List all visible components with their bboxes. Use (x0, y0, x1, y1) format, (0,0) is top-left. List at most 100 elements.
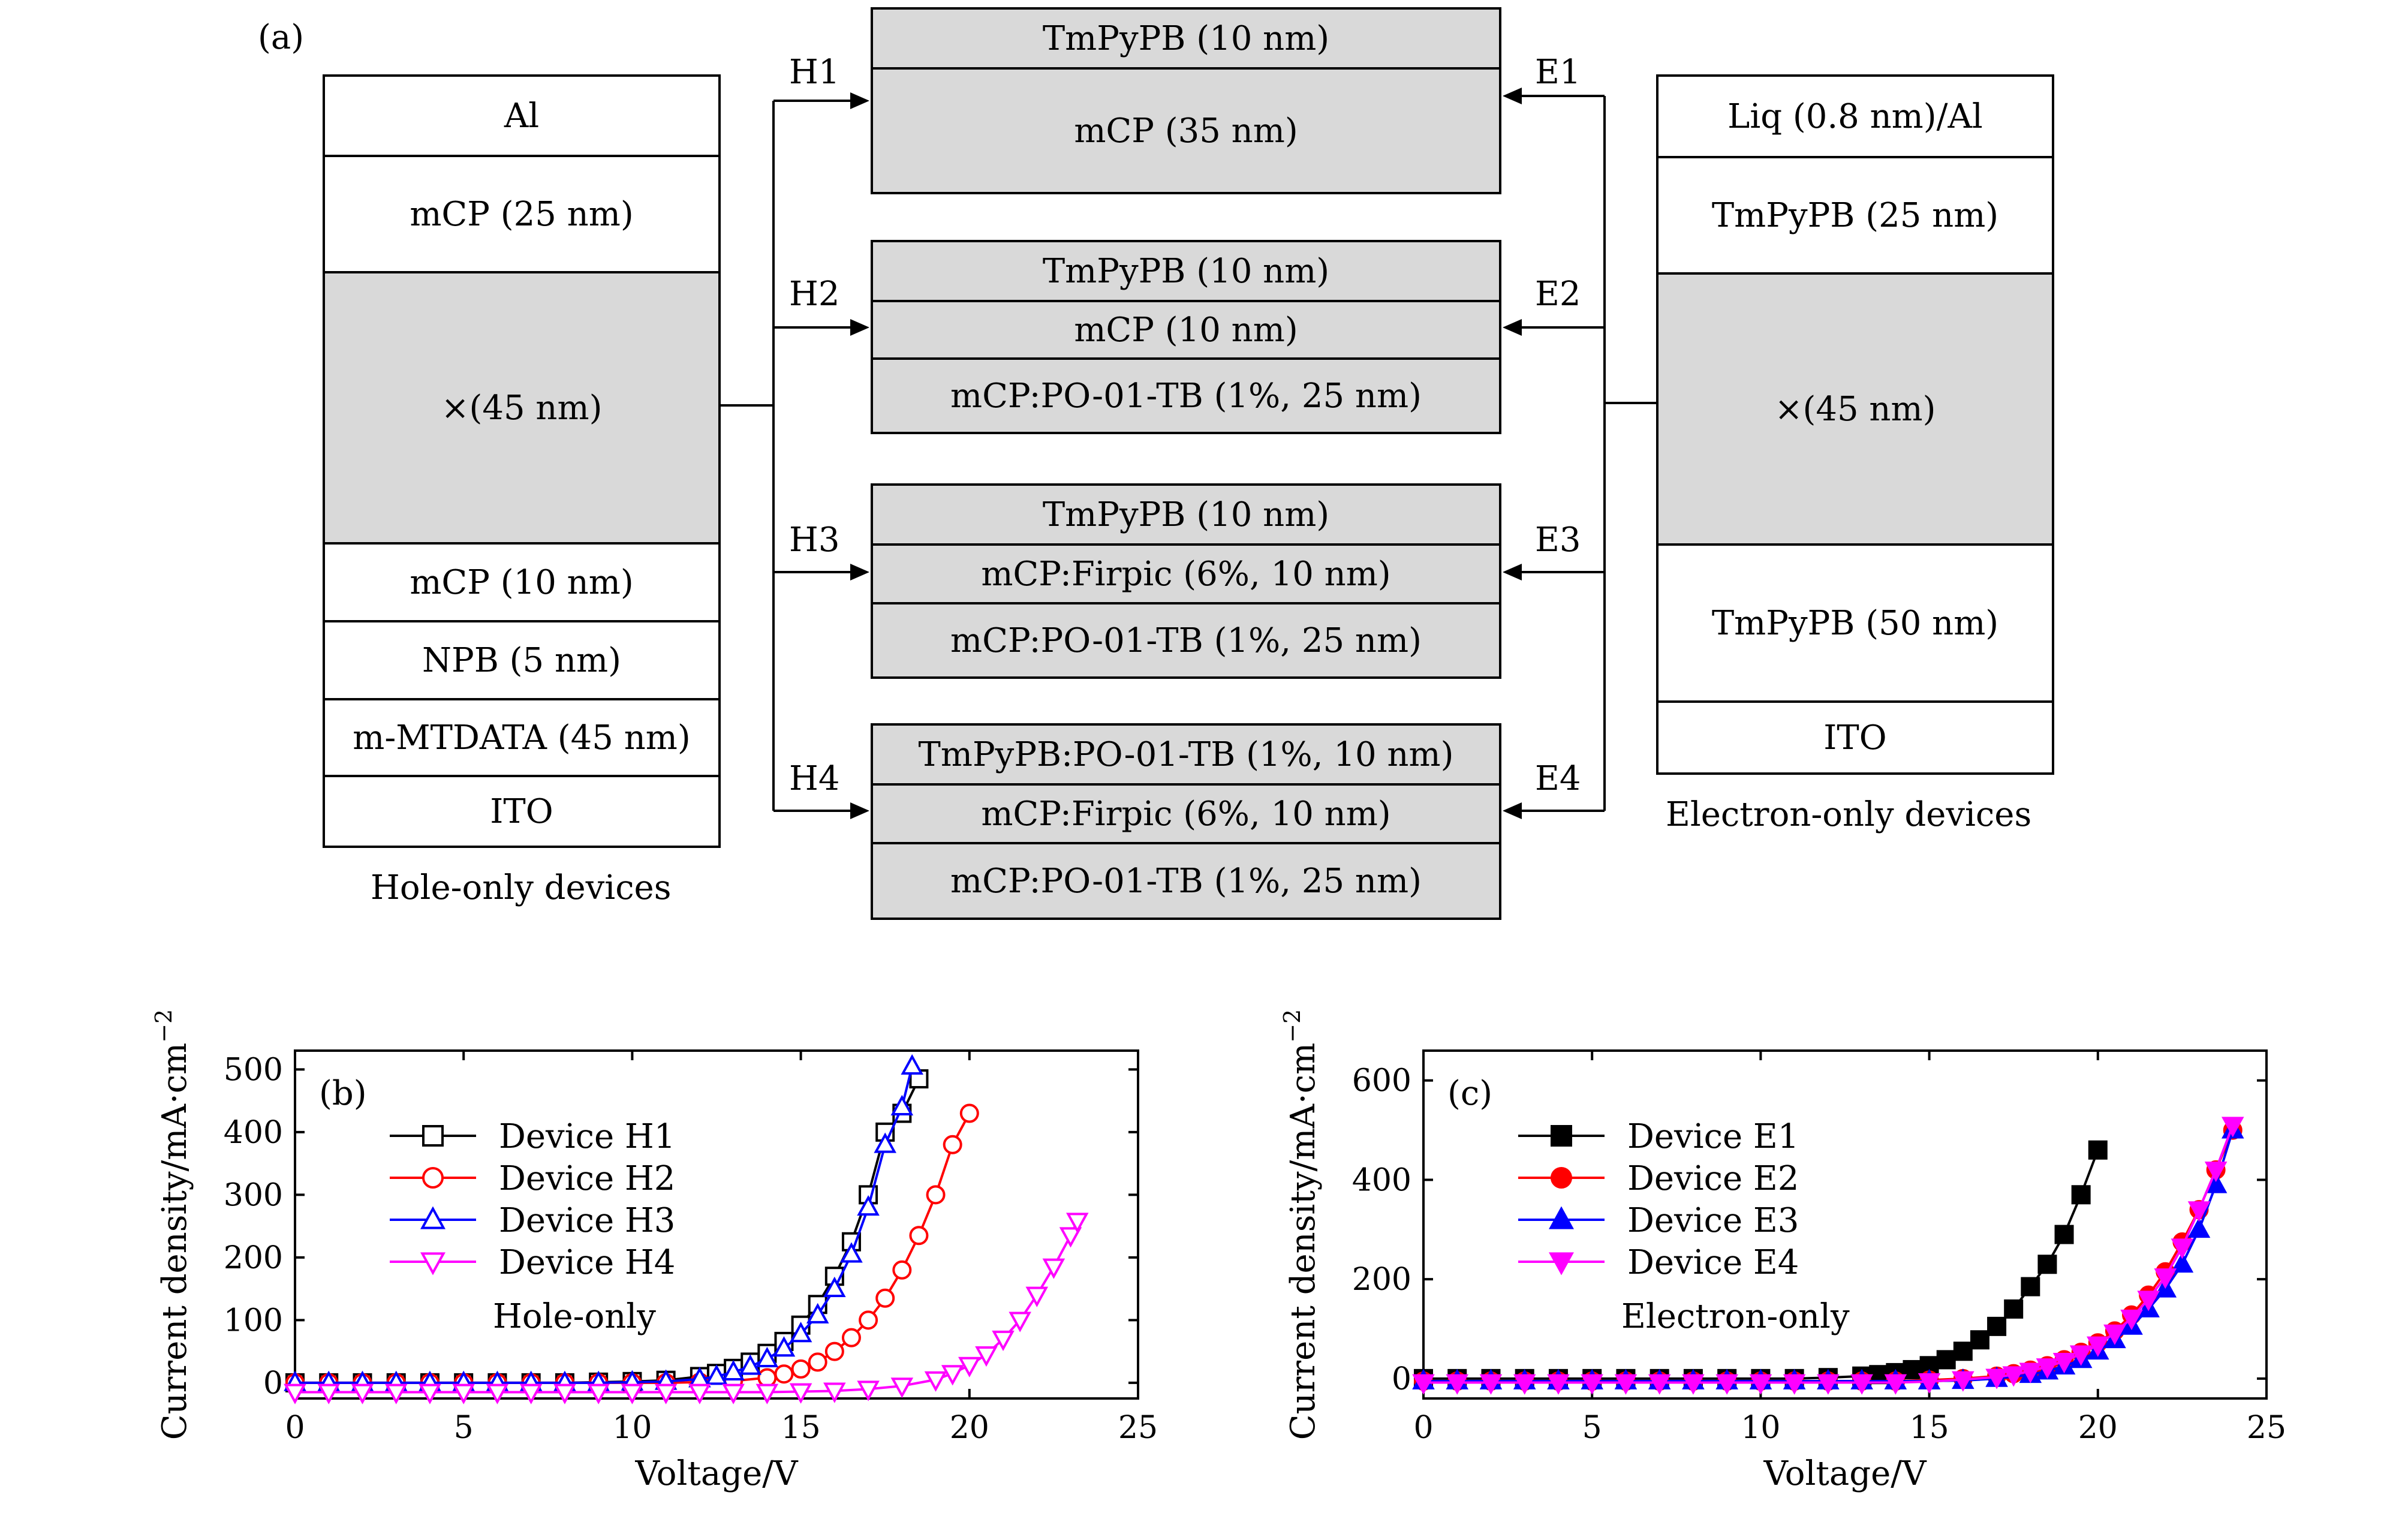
data-point (1479, 1374, 1503, 1395)
series-device-e4 (1412, 1117, 2244, 1395)
legend-label: Device H3 (499, 1201, 675, 1240)
y-tick-label: 400 (1352, 1162, 1411, 1198)
data-point (2002, 1366, 2025, 1387)
data-point (2021, 1277, 2040, 1297)
data-point (806, 1303, 829, 1324)
x-axis-label: Voltage/V (1763, 1454, 1927, 1493)
data-point (1648, 1374, 1671, 1395)
hole-layer-mcp10: mCP (10 nm) (325, 542, 718, 620)
data-point (943, 1135, 962, 1154)
legend-label: Device E2 (1627, 1159, 1799, 1198)
legend-label: Device H1 (499, 1117, 675, 1156)
data-point (841, 1328, 861, 1347)
y-axis-label: Current density/mA·cm−2 (150, 1009, 194, 1440)
data-point (808, 1352, 827, 1372)
series-device-e3 (1412, 1118, 2244, 1389)
data-point (859, 1310, 878, 1330)
data-point (755, 1346, 779, 1368)
y-axis-label-exponent: −2 (1279, 1009, 1305, 1043)
device-4-layer-3: mCP:PO-01-TB (1%, 25 nm) (873, 842, 1499, 918)
data-point (892, 1260, 912, 1280)
data-point (2087, 1336, 2109, 1357)
x-tick-label: 25 (1118, 1410, 1158, 1446)
x-tick-label: 15 (1910, 1410, 1949, 1446)
label-h2: H2 (789, 275, 840, 314)
label-h4: H4 (789, 759, 840, 798)
data-point (992, 1330, 1015, 1351)
hole-only-caption: Hole-only devices (371, 868, 672, 907)
data-point (2103, 1324, 2126, 1345)
device-4-stack: TmPyPB:PO-01-TB (1%, 10 nm) mCP:Firpic (… (871, 723, 1501, 920)
device-3-layer-1: TmPyPB (10 nm) (873, 486, 1499, 543)
data-point (958, 1356, 981, 1377)
data-point (890, 1094, 914, 1115)
legend-marker (1551, 1125, 1572, 1147)
legend-entry: Device E3 (1518, 1201, 1799, 1240)
panel-a-connectors (721, 88, 1656, 819)
data-point (857, 1380, 880, 1401)
x-tick-label: 5 (1582, 1410, 1602, 1446)
panel-label: (c) (1447, 1074, 1492, 1113)
arrow-e4-head (1503, 802, 1522, 819)
electron-only-stack: Liq (0.8 nm)/Al TmPyPB (25 nm) ×(45 nm) … (1656, 74, 2054, 775)
data-point (722, 1359, 745, 1381)
legend-marker (422, 1125, 444, 1147)
x-tick-label: 15 (781, 1410, 821, 1446)
data-point (419, 1383, 441, 1404)
data-point (926, 1185, 946, 1205)
data-point (1918, 1373, 1941, 1394)
data-point (486, 1383, 509, 1404)
data-point (857, 1195, 880, 1216)
data-point (2004, 1299, 2024, 1319)
data-point (824, 1341, 844, 1361)
legend-label: Device H2 (499, 1159, 675, 1198)
y-tick-label: 400 (224, 1115, 283, 1151)
data-point (1009, 1312, 1031, 1332)
data-point (654, 1383, 678, 1404)
y-tick-label: 500 (224, 1052, 283, 1088)
data-point (1749, 1374, 1772, 1395)
legend-entry: Device H1 (390, 1117, 675, 1156)
data-point (1985, 1368, 2008, 1389)
data-point (739, 1354, 762, 1375)
data-point (1065, 1213, 1089, 1234)
data-point (722, 1383, 745, 1404)
device-1-stack: TmPyPB (10 nm) mCP (35 nm) (871, 7, 1501, 194)
y-tick-label: 0 (1392, 1361, 1411, 1397)
data-point (1987, 1316, 2007, 1336)
legend-label: Device H4 (499, 1243, 675, 1282)
data-point (621, 1383, 644, 1404)
y-tick-label: 0 (263, 1365, 283, 1401)
data-point (823, 1382, 846, 1403)
data-point (1952, 1371, 1974, 1392)
data-point (1936, 1350, 1956, 1370)
device-1-layer-1: TmPyPB (10 nm) (873, 10, 1499, 67)
data-point (1042, 1258, 1065, 1279)
data-point (2019, 1362, 2042, 1383)
data-point (2187, 1201, 2211, 1222)
data-point (789, 1383, 812, 1404)
data-point (1025, 1286, 1049, 1307)
device-3-layer-2: mCP:Firpic (6%, 10 nm) (873, 543, 1499, 602)
device-2-layer-2: mCP (10 nm) (873, 300, 1499, 357)
data-point (1903, 1359, 1922, 1379)
legend-label: Device E3 (1627, 1201, 1799, 1240)
data-point (772, 1336, 796, 1357)
legend-label: Device E1 (1627, 1117, 1799, 1156)
data-point (2120, 1309, 2143, 1331)
data-point (1850, 1374, 1873, 1395)
x-tick-label: 5 (454, 1410, 474, 1446)
legend-marker (1549, 1206, 1574, 1229)
y-axis-label: Current density/mA·cm−2 (1279, 1009, 1323, 1440)
device-1-layer-2: mCP (35 nm) (873, 67, 1499, 192)
plot-frame (1422, 1049, 2268, 1400)
data-point (1970, 1330, 1989, 1350)
device-4-layer-1: TmPyPB:PO-01-TB (1%, 10 nm) (873, 726, 1499, 783)
data-point (2137, 1291, 2160, 1312)
device-4-layer-2: mCP:Firpic (6%, 10 nm) (873, 783, 1499, 842)
data-point (755, 1383, 779, 1404)
legend-marker (1549, 1252, 1574, 1276)
electron-layer-liq-al: Liq (0.8 nm)/Al (1658, 77, 2052, 156)
arrow-h3-head (850, 564, 869, 580)
x-tick-label: 25 (2247, 1410, 2286, 1446)
